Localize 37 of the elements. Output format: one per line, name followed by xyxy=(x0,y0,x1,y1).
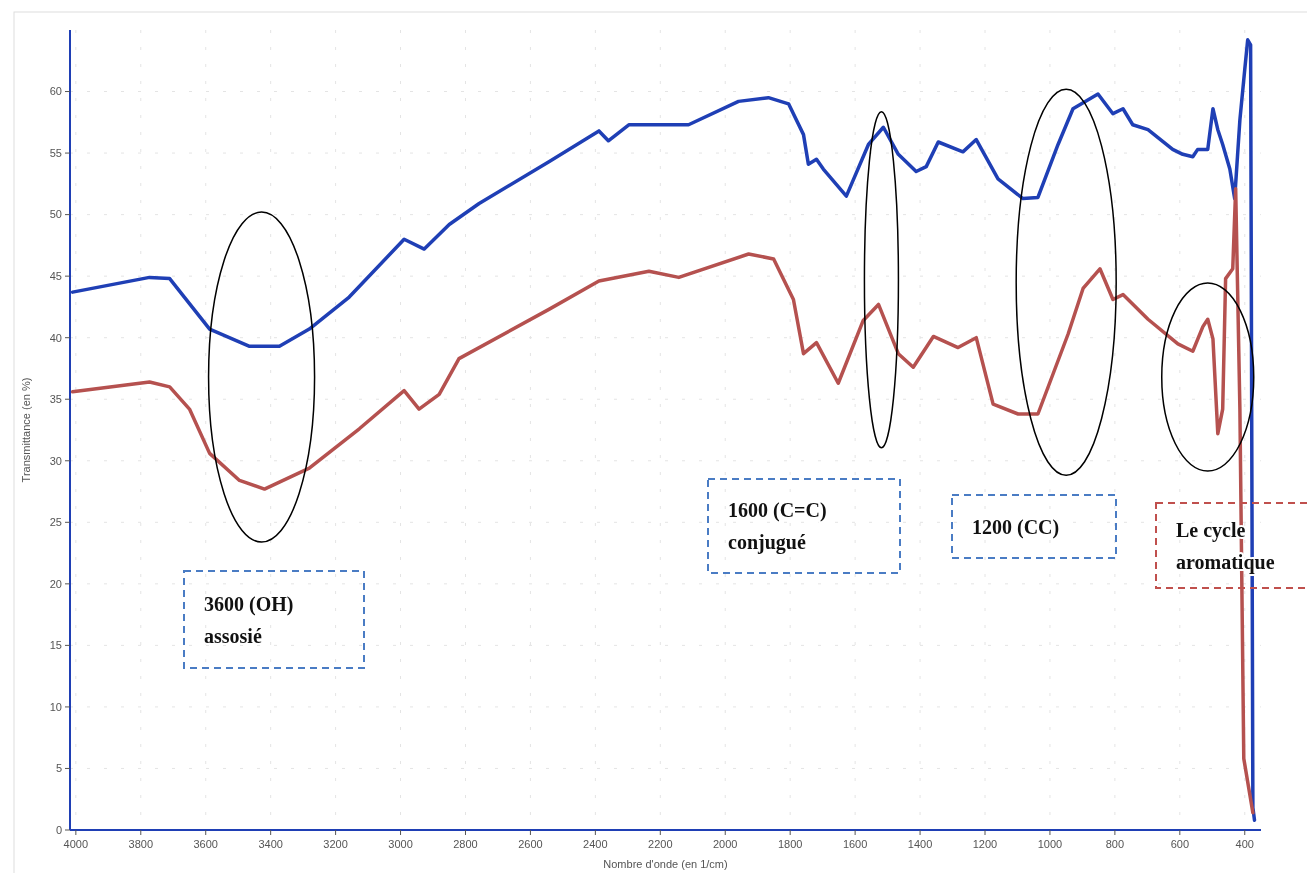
y-axis-title: Transmittance (en %) xyxy=(20,377,32,483)
y-tick-label: 35 xyxy=(49,393,62,406)
x-tick-label: 400 xyxy=(1235,838,1254,850)
x-tick-label: 3600 xyxy=(193,838,218,850)
y-tick-label: 10 xyxy=(49,700,62,713)
y-tick-label: 30 xyxy=(49,454,62,467)
x-axis-title: Nombre d'onde (en 1/cm) xyxy=(603,858,728,870)
x-tick-label: 1000 xyxy=(1037,838,1063,850)
x-tick-label: 2600 xyxy=(518,838,543,850)
x-tick-label: 1800 xyxy=(777,838,803,850)
x-tick-label: 600 xyxy=(1170,838,1189,850)
y-tick-label: 20 xyxy=(49,577,62,590)
y-tick-label: 45 xyxy=(49,270,62,282)
y-tick-label: 40 xyxy=(49,331,62,344)
annotation: 3600 (OH) assosié xyxy=(204,592,294,647)
x-tick-label: 3800 xyxy=(128,838,154,850)
x-tick-label: 3000 xyxy=(388,838,413,850)
x-tick-label: 800 xyxy=(1105,838,1125,850)
y-tick-label: 25 xyxy=(49,516,62,529)
x-tick-label: 2400 xyxy=(583,838,608,850)
x-tick-label: 2000 xyxy=(713,838,738,850)
y-tick-label: 0 xyxy=(55,823,62,836)
x-tick-label: 3200 xyxy=(323,838,348,850)
annotation: 1200 (CC) xyxy=(972,515,1060,539)
y-tick-label: 15 xyxy=(49,639,62,652)
y-tick-label: 60 xyxy=(49,85,62,98)
annotation: 1600 (C=C) conjugué xyxy=(728,499,827,554)
x-tick-label: 1600 xyxy=(842,838,868,850)
x-tick-label: 1200 xyxy=(972,838,998,850)
y-tick-label: 55 xyxy=(49,146,62,159)
x-tick-label: 3400 xyxy=(258,838,283,850)
x-tick-label: 4000 xyxy=(63,838,89,850)
x-tick-label: 2800 xyxy=(453,838,478,850)
y-tick-label: 50 xyxy=(49,208,62,221)
y-tick-label: 5 xyxy=(55,762,62,775)
x-tick-label: 1400 xyxy=(907,838,933,850)
x-tick-label: 2200 xyxy=(648,838,673,850)
